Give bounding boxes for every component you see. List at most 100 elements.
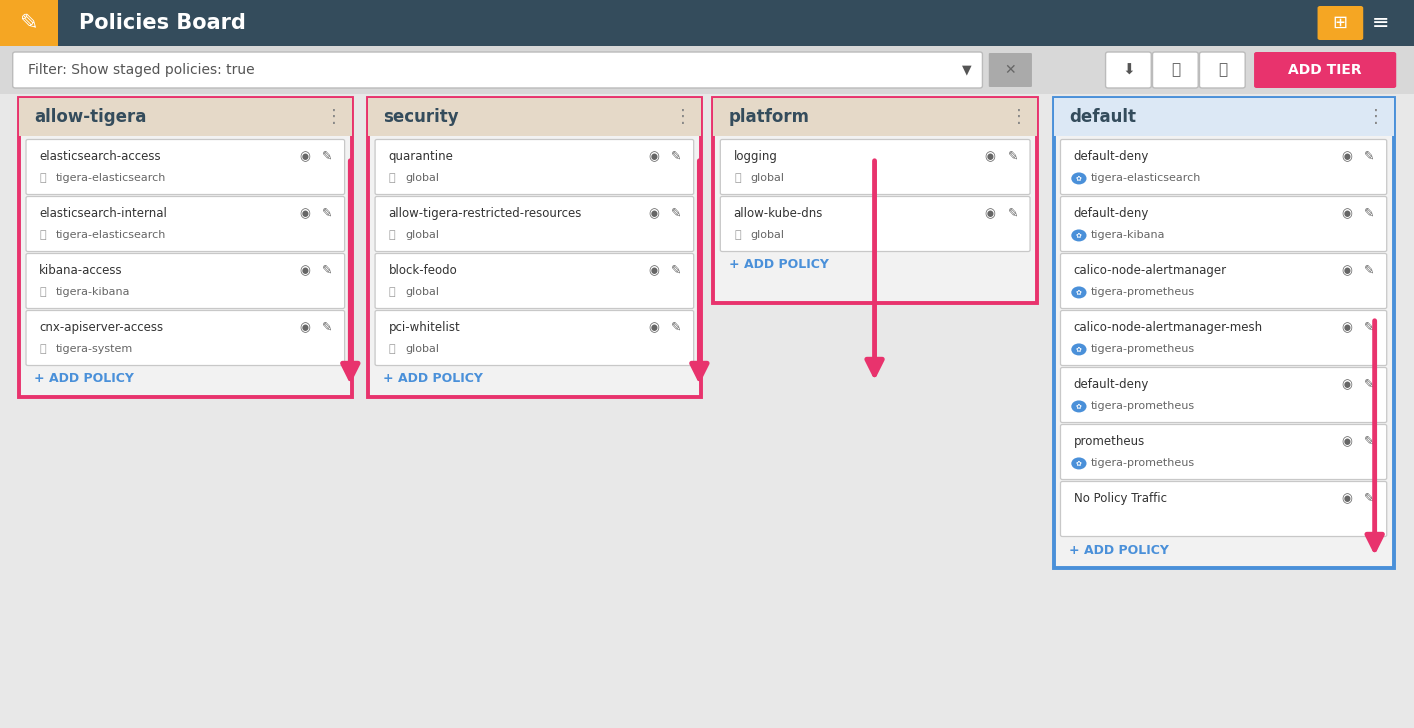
FancyBboxPatch shape bbox=[375, 140, 694, 194]
Text: ✎: ✎ bbox=[1365, 207, 1374, 220]
Text: ◉: ◉ bbox=[1342, 207, 1352, 220]
Text: No Policy Traffic: No Policy Traffic bbox=[1073, 492, 1167, 505]
Text: ✎: ✎ bbox=[1008, 207, 1018, 220]
Text: global: global bbox=[404, 344, 438, 355]
FancyBboxPatch shape bbox=[368, 98, 701, 397]
Text: ✎: ✎ bbox=[1365, 435, 1374, 448]
FancyBboxPatch shape bbox=[1152, 52, 1198, 88]
Text: ✿: ✿ bbox=[1076, 232, 1082, 239]
Text: + ADD POLICY: + ADD POLICY bbox=[1069, 544, 1168, 556]
FancyBboxPatch shape bbox=[0, 0, 1414, 46]
Circle shape bbox=[1072, 286, 1086, 298]
FancyBboxPatch shape bbox=[1060, 481, 1387, 537]
Text: logging: logging bbox=[734, 150, 778, 163]
Text: 🗁: 🗁 bbox=[389, 231, 396, 240]
FancyBboxPatch shape bbox=[13, 52, 983, 88]
Text: ◉: ◉ bbox=[300, 321, 310, 334]
Text: Policies Board: Policies Board bbox=[79, 13, 246, 33]
FancyBboxPatch shape bbox=[368, 98, 701, 136]
Text: allow-kube-dns: allow-kube-dns bbox=[734, 207, 823, 220]
Text: ◉: ◉ bbox=[1342, 492, 1352, 505]
Text: allow-tigera: allow-tigera bbox=[34, 108, 147, 126]
Circle shape bbox=[1072, 173, 1086, 184]
Text: 🗁: 🗁 bbox=[40, 173, 47, 183]
FancyBboxPatch shape bbox=[25, 311, 345, 365]
FancyBboxPatch shape bbox=[25, 140, 345, 194]
Text: ◉: ◉ bbox=[648, 150, 659, 163]
Text: 👁: 👁 bbox=[1217, 63, 1227, 77]
FancyBboxPatch shape bbox=[375, 311, 694, 365]
Text: ⬇: ⬇ bbox=[1123, 63, 1135, 77]
Text: tigera-system: tigera-system bbox=[55, 344, 133, 355]
FancyBboxPatch shape bbox=[1060, 424, 1387, 480]
Text: ✕: ✕ bbox=[1004, 63, 1017, 77]
Text: quarantine: quarantine bbox=[389, 150, 454, 163]
Text: ◉: ◉ bbox=[1342, 435, 1352, 448]
Circle shape bbox=[1072, 229, 1086, 242]
Text: elasticsearch-internal: elasticsearch-internal bbox=[40, 207, 167, 220]
Text: cnx-apiserver-access: cnx-apiserver-access bbox=[40, 321, 164, 334]
Text: global: global bbox=[751, 231, 785, 240]
Text: ⋮: ⋮ bbox=[325, 108, 342, 126]
Text: default-deny: default-deny bbox=[1073, 150, 1150, 163]
Text: ✿: ✿ bbox=[1076, 460, 1082, 467]
Text: default: default bbox=[1069, 108, 1135, 126]
Text: ✎: ✎ bbox=[672, 264, 682, 277]
Text: global: global bbox=[404, 231, 438, 240]
Text: global: global bbox=[404, 173, 438, 183]
Text: ✎: ✎ bbox=[20, 13, 38, 33]
FancyBboxPatch shape bbox=[1053, 98, 1394, 136]
Text: ◉: ◉ bbox=[648, 264, 659, 277]
Text: 🗁: 🗁 bbox=[40, 288, 47, 298]
Text: ◉: ◉ bbox=[300, 207, 310, 220]
Text: 🗁: 🗁 bbox=[40, 344, 47, 355]
FancyBboxPatch shape bbox=[18, 98, 352, 397]
FancyBboxPatch shape bbox=[0, 0, 58, 46]
Text: block-feodo: block-feodo bbox=[389, 264, 457, 277]
Text: ADD TIER: ADD TIER bbox=[1288, 63, 1362, 77]
Text: ▼: ▼ bbox=[963, 63, 971, 76]
Text: 👤: 👤 bbox=[1171, 63, 1179, 77]
Text: ⋮: ⋮ bbox=[674, 108, 691, 126]
Text: + ADD POLICY: + ADD POLICY bbox=[34, 373, 134, 386]
Text: ✿: ✿ bbox=[1076, 347, 1082, 352]
Text: ✎: ✎ bbox=[1365, 150, 1374, 163]
Text: ≡: ≡ bbox=[1372, 13, 1390, 33]
Text: ✎: ✎ bbox=[322, 321, 332, 334]
Text: + ADD POLICY: + ADD POLICY bbox=[728, 258, 829, 272]
FancyBboxPatch shape bbox=[1060, 311, 1387, 365]
FancyBboxPatch shape bbox=[18, 98, 352, 136]
Text: ✎: ✎ bbox=[322, 264, 332, 277]
Text: 🗁: 🗁 bbox=[389, 344, 396, 355]
FancyBboxPatch shape bbox=[375, 197, 694, 251]
Text: ✎: ✎ bbox=[1365, 321, 1374, 334]
Text: allow-tigera-restricted-resources: allow-tigera-restricted-resources bbox=[389, 207, 581, 220]
FancyBboxPatch shape bbox=[1318, 6, 1363, 40]
FancyBboxPatch shape bbox=[720, 140, 1029, 194]
FancyBboxPatch shape bbox=[1060, 140, 1387, 194]
Text: ◉: ◉ bbox=[300, 264, 310, 277]
Text: prometheus: prometheus bbox=[1073, 435, 1145, 448]
Text: 🗁: 🗁 bbox=[40, 231, 47, 240]
Text: ✿: ✿ bbox=[1076, 403, 1082, 409]
Text: global: global bbox=[751, 173, 785, 183]
Text: tigera-elasticsearch: tigera-elasticsearch bbox=[1090, 173, 1200, 183]
Circle shape bbox=[1072, 400, 1086, 413]
Text: ⋮: ⋮ bbox=[1367, 108, 1384, 126]
Text: ✎: ✎ bbox=[672, 150, 682, 163]
Text: 🗁: 🗁 bbox=[734, 231, 741, 240]
Text: ◉: ◉ bbox=[300, 150, 310, 163]
Text: 🗁: 🗁 bbox=[734, 173, 741, 183]
FancyBboxPatch shape bbox=[713, 98, 1036, 136]
Text: tigera-prometheus: tigera-prometheus bbox=[1090, 344, 1195, 355]
Text: calico-node-alertmanager-mesh: calico-node-alertmanager-mesh bbox=[1073, 321, 1263, 334]
Text: ✎: ✎ bbox=[322, 150, 332, 163]
Text: tigera-elasticsearch: tigera-elasticsearch bbox=[55, 173, 167, 183]
Text: ◉: ◉ bbox=[1342, 150, 1352, 163]
Text: ✎: ✎ bbox=[1365, 492, 1374, 505]
Text: tigera-prometheus: tigera-prometheus bbox=[1090, 288, 1195, 298]
FancyBboxPatch shape bbox=[1053, 98, 1394, 568]
Text: platform: platform bbox=[728, 108, 810, 126]
Text: ✎: ✎ bbox=[322, 207, 332, 220]
Text: ◉: ◉ bbox=[648, 207, 659, 220]
